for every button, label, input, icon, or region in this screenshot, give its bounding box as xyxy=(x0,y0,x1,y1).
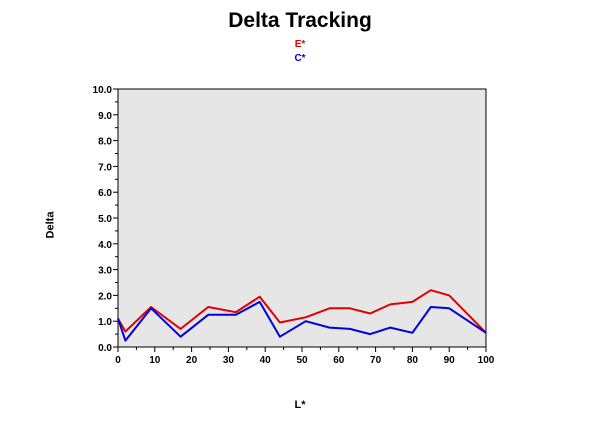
x-tick-label: 70 xyxy=(370,355,382,366)
x-tick-label: 90 xyxy=(444,355,456,366)
y-tick-label: 3.0 xyxy=(98,266,112,277)
legend-entry-c: C* xyxy=(294,53,306,64)
plot-area xyxy=(117,88,487,348)
y-tick-label: 9.0 xyxy=(98,111,112,122)
y-tick-label: 0.0 xyxy=(98,343,112,354)
x-tick-label: 60 xyxy=(333,355,345,366)
y-tick-label: 4.0 xyxy=(98,240,112,251)
x-tick-label: 0 xyxy=(115,355,121,366)
x-tick-label: 20 xyxy=(186,355,198,366)
legend-entry-e: E* xyxy=(294,39,306,50)
y-tick-label: 1.0 xyxy=(98,317,112,328)
chart-title: Delta Tracking xyxy=(228,9,372,32)
y-tick-label: 10.0 xyxy=(93,85,113,96)
x-tick-label: 80 xyxy=(407,355,419,366)
x-tick-label: 100 xyxy=(478,355,495,366)
x-tick-label: 30 xyxy=(223,355,235,366)
y-tick-label: 6.0 xyxy=(98,188,112,199)
x-tick-label: 40 xyxy=(260,355,272,366)
x-axis-label: L* xyxy=(294,399,306,411)
y-tick-label: 7.0 xyxy=(98,162,112,173)
y-tick-label: 2.0 xyxy=(98,291,112,302)
x-tick-label: 10 xyxy=(149,355,161,366)
y-tick-label: 5.0 xyxy=(98,214,112,225)
series-line-c xyxy=(117,300,487,342)
y-tick-label: 8.0 xyxy=(98,137,112,148)
series-line-e xyxy=(117,289,487,334)
x-tick-label: 50 xyxy=(296,355,308,366)
